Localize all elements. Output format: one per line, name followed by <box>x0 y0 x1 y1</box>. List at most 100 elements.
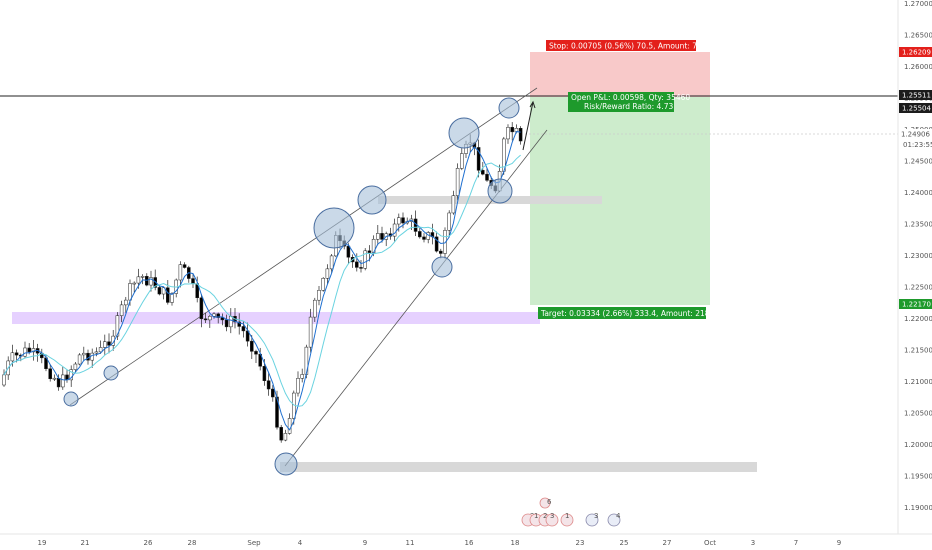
rr-label-text: Risk/Reward Ratio: 4.73 <box>584 102 673 111</box>
candle-body <box>426 232 430 240</box>
candle-body <box>191 278 195 284</box>
event-badge-h-text: 4 <box>616 512 621 520</box>
candle-body <box>392 223 397 237</box>
candle-body <box>224 319 229 328</box>
price-tick-label: 1.20500 <box>904 410 932 418</box>
target-price-tag <box>899 299 932 309</box>
price-axis: 1.270001.265001.260001.255001.250001.245… <box>897 0 932 534</box>
time-tick-label: 23 <box>576 539 585 547</box>
candles <box>2 122 523 443</box>
time-tick-label: 18 <box>511 539 520 547</box>
time-tick-label: 16 <box>465 539 474 547</box>
pivot-circle-9 <box>498 97 520 119</box>
candle-body <box>397 217 401 225</box>
candle-body <box>359 267 363 269</box>
pivot-circle-3 <box>274 452 298 476</box>
candle-body <box>481 170 485 175</box>
time-tick-label: 28 <box>188 539 197 547</box>
candle-body <box>262 366 267 381</box>
event-badge-f-text: 1 <box>565 512 569 520</box>
time-tick-label: 9 <box>363 539 367 547</box>
candle-body <box>212 313 216 317</box>
candle-body <box>119 304 124 316</box>
candle-body <box>27 347 31 353</box>
entry-price-tag <box>899 103 932 113</box>
channel-lower <box>284 129 548 467</box>
candle-body <box>287 418 292 434</box>
event-badge-e-text: 3 <box>550 512 554 520</box>
price-tick-label: 1.21000 <box>904 378 932 386</box>
candle-body <box>170 293 174 303</box>
candle-body <box>56 377 61 388</box>
pivot-circle-5 <box>357 185 387 215</box>
moving-averages <box>3 131 521 431</box>
price-ticks: 1.270001.265001.260001.255001.250001.245… <box>904 0 932 512</box>
candle-body <box>128 283 132 301</box>
candle-body <box>376 233 380 240</box>
candle-body <box>216 313 220 318</box>
candle-body <box>367 250 372 253</box>
candle-body <box>506 127 510 140</box>
pnl-label-text: Open P&L: 0.00598, Qty: 35460 <box>571 93 690 102</box>
target-label: Target: 0.03334 (2.66%) 333.4, Amount: 2… <box>538 307 726 319</box>
candle-body <box>220 317 225 321</box>
candle-body <box>254 351 258 355</box>
candle-body <box>178 264 183 281</box>
price-tick-label: 1.19000 <box>904 504 932 512</box>
time-tick-label: 26 <box>144 539 153 547</box>
event-badge-h <box>607 513 621 527</box>
candle-body <box>266 380 271 390</box>
stop-price-tag <box>899 47 932 57</box>
candle-body <box>443 230 447 254</box>
candle-body <box>166 287 170 303</box>
event-badge-g <box>585 513 599 527</box>
time-tick-label: 27 <box>663 539 672 547</box>
time-ticks: 19 21 26 28 Sep 4 9 11 16 18 23 25 27 Oct 3 7 9 <box>38 539 842 547</box>
event-badge-c-text: 1 <box>534 512 538 520</box>
candle-body <box>23 347 27 357</box>
stop-price-tag-text: 1.26209 <box>902 49 931 57</box>
price-tick-label: 1.26500 <box>904 32 932 40</box>
candle-body <box>250 340 254 352</box>
pivot-circle-8 <box>487 178 513 204</box>
price-tick-label: 1.22500 <box>904 284 932 292</box>
candle-body <box>90 352 94 361</box>
candle-body <box>10 352 15 362</box>
candle-body <box>321 278 325 291</box>
candle-body <box>73 363 78 370</box>
candle-body <box>434 236 439 252</box>
candle-body <box>485 173 489 181</box>
time-tick-label: 7 <box>794 539 798 547</box>
candle-body <box>510 127 514 133</box>
candle-body <box>77 354 82 365</box>
candle-body <box>82 352 86 356</box>
event-badge-d-text: 2 <box>543 512 547 520</box>
price-tick-label: 1.26000 <box>904 63 932 71</box>
line-price-tag-text: 1.25511 <box>902 92 931 100</box>
candle-body <box>300 374 304 379</box>
time-tick-label: 19 <box>38 539 47 547</box>
candle-body <box>455 168 460 196</box>
candle-body <box>52 377 57 380</box>
price-tick-label: 1.24000 <box>904 189 932 197</box>
candle-body <box>447 212 451 231</box>
candle-body <box>308 316 313 348</box>
candle-body <box>2 374 6 386</box>
candle-body <box>283 433 288 441</box>
pivot-circle-1 <box>63 391 79 407</box>
candle-body <box>380 233 384 240</box>
candle-body <box>418 231 422 238</box>
time-tick-label: 4 <box>298 539 303 547</box>
pivot-circles <box>63 97 520 476</box>
price-tick-label: 1.27000 <box>904 0 932 8</box>
time-tick-label: 25 <box>620 539 629 547</box>
event-badges: 6 2 1 2 3 1 3 4 <box>521 497 621 527</box>
candle-body <box>61 374 65 388</box>
candle-body <box>439 250 443 254</box>
candle-body <box>140 276 145 278</box>
candle-body <box>279 427 283 441</box>
candle-body <box>237 321 241 327</box>
pivot-circle-2 <box>103 365 119 381</box>
candle-body <box>241 326 246 332</box>
candle-body <box>98 347 103 353</box>
